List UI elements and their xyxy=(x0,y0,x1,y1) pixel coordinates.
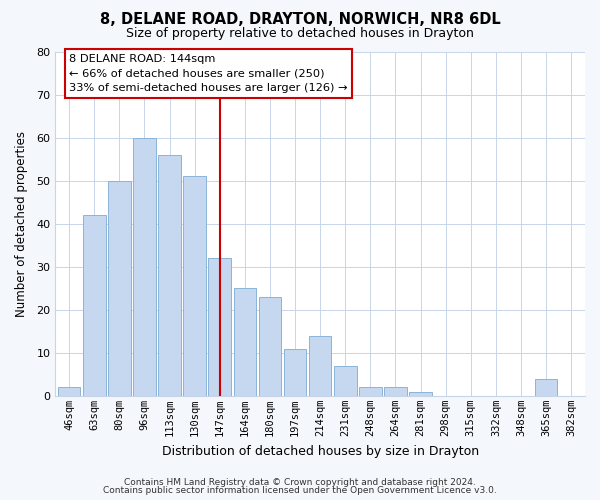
Bar xyxy=(384,388,407,396)
Text: 8 DELANE ROAD: 144sqm
← 66% of detached houses are smaller (250)
33% of semi-det: 8 DELANE ROAD: 144sqm ← 66% of detached … xyxy=(70,54,348,94)
Text: Contains public sector information licensed under the Open Government Licence v3: Contains public sector information licen… xyxy=(103,486,497,495)
Text: Size of property relative to detached houses in Drayton: Size of property relative to detached ho… xyxy=(126,28,474,40)
Bar xyxy=(58,388,80,396)
Bar xyxy=(334,366,356,396)
Bar xyxy=(208,258,231,396)
Bar xyxy=(409,392,432,396)
Bar xyxy=(233,288,256,396)
Text: 8, DELANE ROAD, DRAYTON, NORWICH, NR8 6DL: 8, DELANE ROAD, DRAYTON, NORWICH, NR8 6D… xyxy=(100,12,500,28)
Bar xyxy=(184,176,206,396)
Bar xyxy=(284,348,307,396)
Bar xyxy=(259,297,281,396)
Bar xyxy=(83,215,106,396)
Text: Contains HM Land Registry data © Crown copyright and database right 2024.: Contains HM Land Registry data © Crown c… xyxy=(124,478,476,487)
Y-axis label: Number of detached properties: Number of detached properties xyxy=(15,130,28,316)
Bar xyxy=(359,388,382,396)
Bar xyxy=(158,155,181,396)
Bar xyxy=(133,138,156,396)
Bar xyxy=(309,336,331,396)
X-axis label: Distribution of detached houses by size in Drayton: Distribution of detached houses by size … xyxy=(161,444,479,458)
Bar xyxy=(108,180,131,396)
Bar xyxy=(535,378,557,396)
